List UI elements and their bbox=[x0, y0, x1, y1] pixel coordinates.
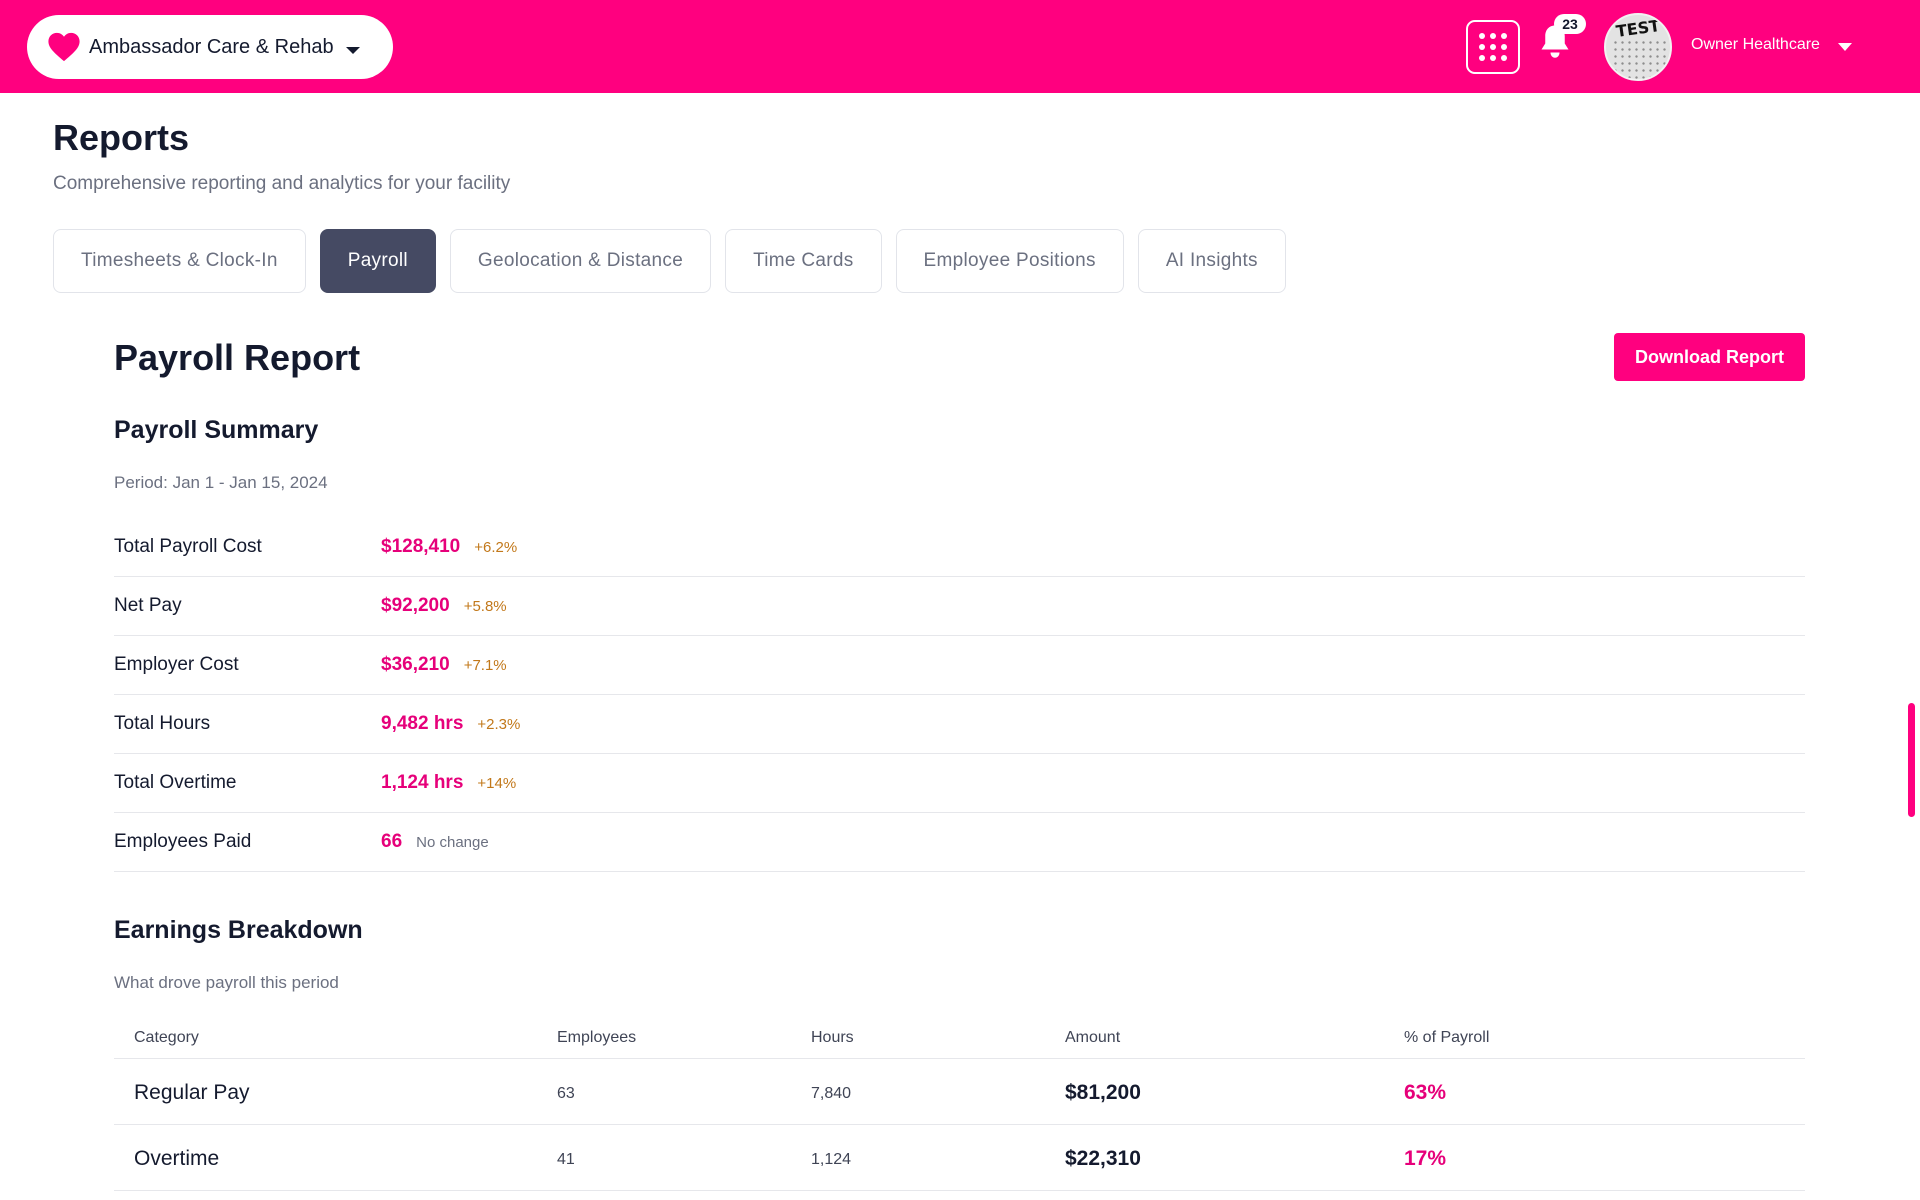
report-tabs: Timesheets & Clock-In Payroll Geolocatio… bbox=[53, 229, 1300, 293]
chevron-down-icon bbox=[345, 46, 360, 54]
hours-cell: 1,124 bbox=[811, 1151, 852, 1168]
user-name[interactable]: Owner Healthcare bbox=[1691, 36, 1820, 53]
summary-label: Net Pay bbox=[114, 595, 182, 616]
employees-cell: 41 bbox=[557, 1151, 575, 1168]
top-bar: Ambassador Care & Rehab 23 TEST Owner He… bbox=[0, 0, 1920, 93]
avatar[interactable]: TEST bbox=[1604, 13, 1672, 81]
dot-icon bbox=[1479, 33, 1485, 39]
heart-icon bbox=[48, 32, 80, 62]
summary-label: Employer Cost bbox=[114, 654, 239, 675]
summary-change: +5.8% bbox=[463, 598, 507, 615]
summary-value: $92,200 bbox=[381, 595, 450, 616]
column-header[interactable]: Category bbox=[134, 1029, 199, 1046]
notification-badge: 23 bbox=[1554, 14, 1586, 34]
tab-ai-insights[interactable]: AI Insights bbox=[1137, 229, 1286, 293]
dot-icon bbox=[1501, 55, 1507, 61]
tab-payroll[interactable]: Payroll bbox=[319, 229, 436, 293]
summary-label: Total Overtime bbox=[114, 772, 237, 793]
tab-time-cards[interactable]: Time Cards bbox=[725, 229, 882, 293]
dot-icon bbox=[1501, 44, 1507, 50]
avatar-pattern bbox=[1612, 39, 1668, 79]
summary-change: +7.1% bbox=[463, 657, 507, 674]
amount-cell: $22,310 bbox=[1065, 1147, 1141, 1170]
column-header[interactable]: Amount bbox=[1065, 1029, 1121, 1046]
page-subtitle: Comprehensive reporting and analytics fo… bbox=[53, 173, 511, 194]
percent-cell: 17% bbox=[1404, 1147, 1447, 1170]
summary-change: +2.3% bbox=[477, 716, 521, 733]
summary-row: Net Pay $92,200 +5.8% bbox=[114, 577, 1805, 636]
facility-name: Ambassador Care & Rehab bbox=[89, 35, 334, 58]
summary-label: Total Hours bbox=[114, 713, 211, 734]
hours-cell: 7,840 bbox=[811, 1085, 852, 1102]
summary-row: Total Hours 9,482 hrs +2.3% bbox=[114, 695, 1805, 754]
summary-change: No change bbox=[416, 834, 489, 851]
summary-value: 9,482 hrs bbox=[381, 713, 464, 734]
dot-icon bbox=[1479, 44, 1485, 50]
summary-value: 1,124 hrs bbox=[381, 772, 464, 793]
summary-change: +6.2% bbox=[474, 539, 518, 556]
amount-cell: $81,200 bbox=[1065, 1081, 1141, 1104]
column-header[interactable]: Hours bbox=[811, 1029, 854, 1046]
summary-period: Period: Jan 1 - Jan 15, 2024 bbox=[114, 473, 328, 492]
payroll-summary-title: Payroll Summary bbox=[114, 416, 319, 444]
employees-cell: 63 bbox=[557, 1085, 575, 1102]
report-title: Payroll Report bbox=[114, 337, 361, 378]
dot-icon bbox=[1501, 33, 1507, 39]
apps-grid-button[interactable] bbox=[1466, 20, 1520, 74]
summary-value: $36,210 bbox=[381, 654, 450, 675]
dot-icon bbox=[1490, 55, 1496, 61]
earnings-breakdown-title: Earnings Breakdown bbox=[114, 916, 363, 944]
facility-selector[interactable]: Ambassador Care & Rehab bbox=[27, 15, 393, 79]
tab-employee-positions[interactable]: Employee Positions bbox=[895, 229, 1124, 293]
dot-icon bbox=[1490, 44, 1496, 50]
earnings-subtitle: What drove payroll this period bbox=[114, 973, 339, 992]
summary-value: $128,410 bbox=[381, 536, 461, 557]
dot-icon bbox=[1479, 55, 1485, 61]
page-title: Reports bbox=[53, 117, 190, 158]
summary-value: 66 bbox=[381, 831, 403, 852]
dot-icon bbox=[1490, 33, 1496, 39]
column-header[interactable]: % of Payroll bbox=[1404, 1029, 1490, 1046]
summary-row: Employees Paid 66 No change bbox=[114, 813, 1805, 872]
column-header[interactable]: Employees bbox=[557, 1029, 637, 1046]
summary-label: Employees Paid bbox=[114, 831, 252, 852]
tab-geolocation[interactable]: Geolocation & Distance bbox=[449, 229, 712, 293]
summary-change: +14% bbox=[477, 775, 517, 792]
percent-cell: 63% bbox=[1404, 1081, 1447, 1104]
summary-row: Total Overtime 1,124 hrs +14% bbox=[114, 754, 1805, 813]
earnings-table: Category Employees Hours Amount % of Pay… bbox=[114, 1023, 1805, 1191]
table-row[interactable]: Regular Pay 63 7,840 $81,200 63% bbox=[114, 1059, 1805, 1125]
payroll-summary-list: Total Payroll Cost $128,410 +6.2% Net Pay… bbox=[114, 518, 1805, 872]
chevron-down-icon[interactable] bbox=[1838, 43, 1852, 51]
summary-row: Total Payroll Cost $128,410 +6.2% bbox=[114, 518, 1805, 577]
scrollbar-thumb[interactable] bbox=[1908, 703, 1915, 817]
table-header: Category Employees Hours Amount % of Pay… bbox=[114, 1023, 1805, 1059]
table-row[interactable]: Overtime 41 1,124 $22,310 17% bbox=[114, 1125, 1805, 1191]
download-report-button[interactable]: Download Report bbox=[1614, 333, 1805, 381]
summary-label: Total Payroll Cost bbox=[114, 536, 262, 557]
tab-timesheets[interactable]: Timesheets & Clock-In bbox=[53, 229, 306, 293]
summary-row: Employer Cost $36,210 +7.1% bbox=[114, 636, 1805, 695]
category-cell: Regular Pay bbox=[134, 1081, 250, 1104]
category-cell: Overtime bbox=[134, 1147, 220, 1170]
